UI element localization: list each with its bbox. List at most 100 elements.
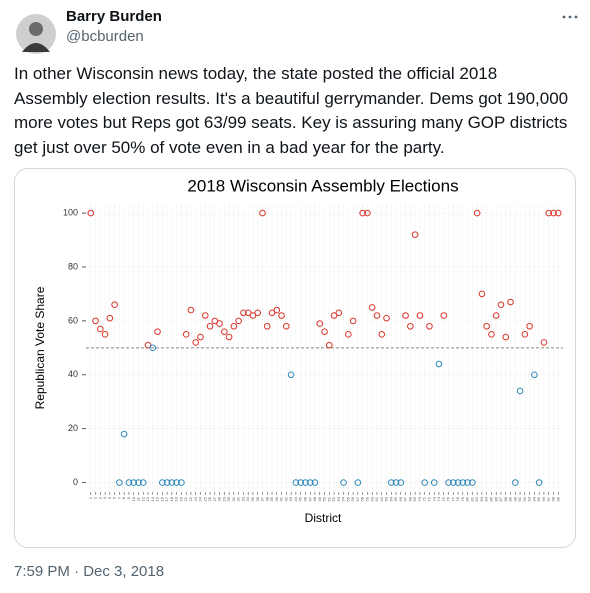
data-point xyxy=(120,430,128,438)
x-tick-label: 30 xyxy=(226,496,231,501)
data-point xyxy=(368,304,376,311)
data-point xyxy=(116,479,123,486)
x-tick-label: 81 xyxy=(469,496,474,501)
x-tick-label: 86 xyxy=(493,496,498,501)
x-tick-label: 25 xyxy=(202,496,207,501)
data-point xyxy=(430,479,438,486)
x-tick-label: 66 xyxy=(398,496,403,501)
x-tick-label: 94 xyxy=(531,496,536,501)
data-point xyxy=(421,479,428,486)
x-tick-label: 13 xyxy=(145,496,150,501)
data-point xyxy=(469,479,476,486)
x-tick-label: 49 xyxy=(317,496,322,501)
data-point xyxy=(364,209,371,217)
x-tick-label: 33 xyxy=(240,496,245,501)
data-point xyxy=(197,333,204,341)
tweet-text: In other Wisconsin news today, the state… xyxy=(14,64,569,157)
data-point xyxy=(206,322,214,330)
data-point xyxy=(321,328,328,335)
x-tick-label: 10 xyxy=(131,496,136,501)
x-tick-label: 1 xyxy=(88,496,93,499)
data-point xyxy=(545,209,552,217)
data-point xyxy=(97,325,104,333)
x-tick-label: 38 xyxy=(264,496,269,501)
x-tick-label: 39 xyxy=(269,496,274,501)
x-tick-label: 42 xyxy=(283,496,288,501)
data-point xyxy=(526,322,533,330)
plot-area xyxy=(86,205,563,492)
x-tick-label: 77 xyxy=(450,496,455,501)
timestamp[interactable]: 7:59 PM · Dec 3, 2018 xyxy=(14,563,165,580)
data-point xyxy=(531,371,538,379)
avatar[interactable] xyxy=(16,14,56,54)
author-handle[interactable]: @bcburden xyxy=(66,28,144,45)
x-tick-label: 31 xyxy=(231,496,236,501)
data-point xyxy=(230,322,238,330)
x-tick-label: 67 xyxy=(403,496,408,501)
x-tick-label: 60 xyxy=(369,496,374,501)
x-tick-label: 53 xyxy=(336,496,341,501)
x-tick-label: 62 xyxy=(379,496,384,501)
x-tick-label: 40 xyxy=(274,496,279,501)
more-menu[interactable] xyxy=(562,14,578,20)
x-tick-label: 36 xyxy=(255,496,260,501)
x-tick-label: 78 xyxy=(455,496,460,501)
x-tick-label: 41 xyxy=(279,496,284,501)
x-tick-label: 9 xyxy=(126,496,131,499)
data-point xyxy=(173,479,180,486)
data-point xyxy=(335,309,343,317)
x-tick-label: 56 xyxy=(350,496,355,501)
data-point xyxy=(535,479,543,486)
x-tick-label: 21 xyxy=(183,496,188,501)
data-point xyxy=(302,479,309,486)
author-name[interactable]: Barry Burden xyxy=(66,8,162,25)
data-point xyxy=(87,209,95,217)
x-tick-label: 5 xyxy=(107,496,112,499)
data-point xyxy=(383,314,390,322)
x-tick-label: 45 xyxy=(298,496,303,501)
x-tick-label: 58 xyxy=(360,496,365,501)
data-point xyxy=(411,231,419,238)
x-tick-label: 80 xyxy=(465,496,470,501)
x-tick-label: 65 xyxy=(393,496,398,501)
x-tick-label: 63 xyxy=(384,496,389,501)
data-point xyxy=(221,328,228,335)
x-tick-label: 11 xyxy=(136,496,141,501)
data-point xyxy=(135,479,142,486)
y-tick-label: 60 xyxy=(68,315,78,325)
data-point xyxy=(349,317,357,325)
x-tick-label: 73 xyxy=(431,496,436,501)
x-tick-label: 71 xyxy=(422,496,427,501)
data-point xyxy=(225,333,233,341)
x-tick-label: 35 xyxy=(250,496,255,501)
x-tick-label: 97 xyxy=(546,496,551,501)
data-point xyxy=(440,312,448,319)
data-point xyxy=(92,317,99,325)
data-point xyxy=(359,209,366,217)
data-point xyxy=(483,322,490,330)
data-point xyxy=(497,301,505,309)
x-tick-label: 87 xyxy=(498,496,503,501)
data-point xyxy=(550,209,557,217)
data-point xyxy=(278,312,285,319)
data-point xyxy=(211,317,219,325)
data-point xyxy=(311,479,319,486)
data-point xyxy=(473,209,481,217)
data-point xyxy=(392,479,400,486)
data-point xyxy=(502,333,510,341)
data-point xyxy=(283,322,290,330)
data-point xyxy=(254,309,262,317)
data-point xyxy=(445,479,452,486)
data-point xyxy=(354,479,362,486)
x-tick-label: 18 xyxy=(169,496,174,501)
x-tick-label: 79 xyxy=(460,496,465,501)
x-tick-label: 57 xyxy=(355,496,360,501)
x-tick-label: 68 xyxy=(407,496,412,501)
y-axis-label: Republican Vote Share xyxy=(33,286,47,409)
x-tick-label: 17 xyxy=(164,496,169,501)
data-point xyxy=(159,479,166,486)
data-point xyxy=(492,312,500,319)
x-tick-label: 24 xyxy=(198,496,203,501)
media-card[interactable] xyxy=(14,168,576,548)
x-tick-label: 75 xyxy=(441,496,446,501)
